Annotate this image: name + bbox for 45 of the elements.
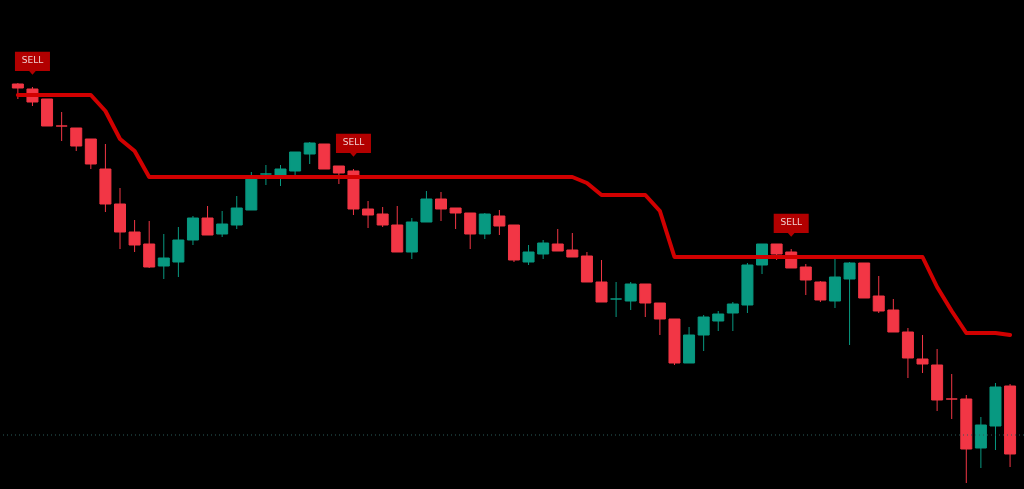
candlestick — [216, 210, 229, 238]
candlestick — [945, 373, 958, 420]
candlestick — [610, 281, 623, 318]
candlestick — [697, 314, 710, 352]
candlestick — [974, 416, 987, 469]
text: SELL — [21, 55, 44, 65]
annotation: SELL — [342, 137, 365, 147]
candlestick — [172, 226, 185, 278]
candlestick — [376, 206, 389, 228]
candlestick — [843, 261, 856, 346]
candlestick — [595, 259, 608, 303]
candlestick — [639, 283, 652, 318]
candlestick — [872, 275, 885, 314]
candlestick — [566, 232, 579, 258]
candlestick — [814, 280, 827, 303]
candlestick — [522, 244, 535, 266]
candlestick — [157, 233, 170, 280]
candlestick — [128, 219, 141, 253]
candlestick — [726, 301, 739, 332]
candlestick — [449, 207, 462, 230]
candlestick — [55, 111, 68, 142]
candlestick — [289, 151, 302, 177]
candlestick — [916, 334, 929, 374]
candlestick — [362, 200, 375, 229]
candlestick — [464, 212, 477, 250]
candlestick — [799, 263, 812, 296]
candlestick — [259, 164, 272, 186]
candlestick — [201, 205, 214, 236]
candlestick — [712, 310, 725, 332]
candlestick — [537, 239, 550, 260]
candlestick — [435, 191, 448, 222]
candlestick — [420, 190, 433, 223]
candlestick — [303, 141, 316, 165]
candlestick — [653, 302, 666, 336]
candlestick — [887, 298, 900, 333]
candlestick — [551, 228, 564, 252]
candlestick — [478, 212, 491, 240]
candlestick — [230, 195, 243, 230]
candlestick — [624, 281, 637, 311]
candlestick — [143, 220, 156, 269]
candlestick — [493, 209, 506, 236]
candlestick — [274, 164, 287, 187]
candlestick — [186, 215, 199, 246]
candlestick — [70, 127, 83, 152]
annotation: SELL — [780, 217, 802, 227]
